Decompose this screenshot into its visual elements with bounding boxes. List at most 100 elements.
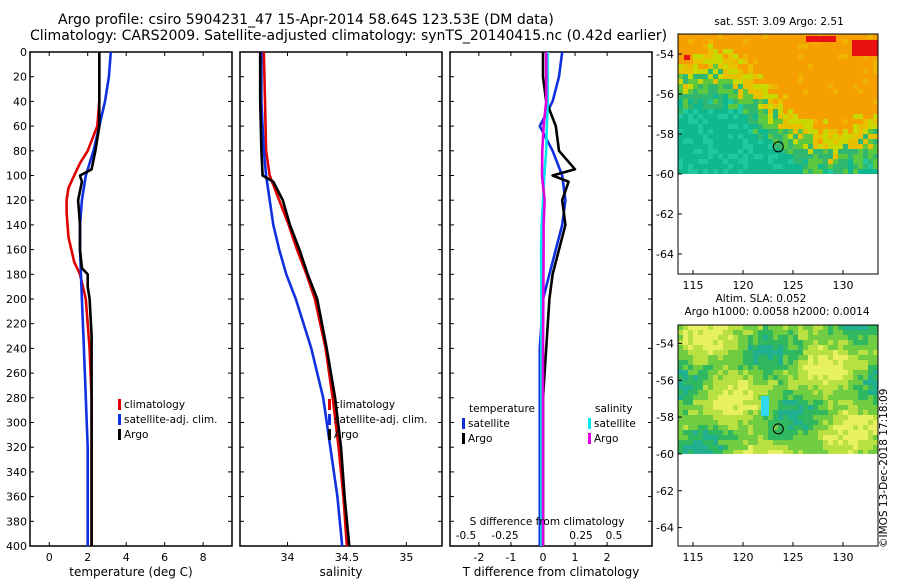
heatmap-cell <box>778 420 784 426</box>
heatmap-cell <box>768 119 774 125</box>
heatmap-cell <box>728 134 734 140</box>
heatmap-cell <box>753 370 759 376</box>
heatmap-cell <box>793 114 799 120</box>
heatmap-cell <box>838 450 844 455</box>
heatmap-cell <box>833 355 839 361</box>
heatmap-cell <box>783 109 789 115</box>
heatmap-cell <box>728 345 734 351</box>
heatmap-cell <box>873 440 879 446</box>
heatmap-cell <box>728 380 734 386</box>
heatmap-cell <box>808 149 814 155</box>
heatmap-cell <box>728 79 734 85</box>
heatmap-cell <box>863 79 869 85</box>
heatmap-cell <box>843 385 849 391</box>
heatmap-cell <box>838 59 844 65</box>
heatmap-cell <box>768 340 774 346</box>
heatmap-cell <box>818 335 824 341</box>
heatmap-cell <box>788 89 794 95</box>
heatmap-cell <box>703 69 709 75</box>
heatmap-cell <box>768 149 774 155</box>
x2-tick-label: -0.25 <box>491 530 518 542</box>
x-tick-label: -2 <box>473 551 484 564</box>
heatmap-cell <box>828 415 834 421</box>
heatmap-cell <box>738 405 744 411</box>
heatmap-cell <box>748 360 754 366</box>
heatmap-cell <box>803 64 809 70</box>
heatmap-cell <box>688 99 694 105</box>
heatmap-cell <box>783 345 789 351</box>
heatmap-cell <box>803 114 809 120</box>
heatmap-cell <box>788 149 794 155</box>
heatmap-cell <box>703 159 709 165</box>
heatmap-cell <box>773 330 779 336</box>
heatmap-cell <box>818 144 824 150</box>
heatmap-cell <box>823 415 829 421</box>
heatmap-cell <box>863 154 869 160</box>
heatmap-cell <box>813 345 819 351</box>
heatmap-cell <box>723 169 729 175</box>
heatmap-cell <box>838 330 844 336</box>
heatmap-cell <box>743 129 749 135</box>
heatmap-cell <box>783 49 789 55</box>
heatmap-cell <box>793 99 799 105</box>
heatmap-cell <box>798 345 804 351</box>
heatmap-cell <box>743 425 749 431</box>
heatmap-cell <box>863 350 869 356</box>
heatmap-cell <box>698 380 704 386</box>
heatmap-cell <box>718 380 724 386</box>
heatmap-cell <box>773 325 779 331</box>
heatmap-cell <box>808 114 814 120</box>
heatmap-cell <box>833 154 839 160</box>
heatmap-cell <box>783 44 789 50</box>
heatmap-cell <box>798 64 804 70</box>
heatmap-cell <box>728 390 734 396</box>
heatmap-cell <box>823 410 829 416</box>
heatmap-cell <box>853 345 859 351</box>
y-tick-label: 220 <box>6 318 27 331</box>
heatmap-cell <box>733 39 739 45</box>
heatmap-cell <box>733 89 739 95</box>
heatmap-cell <box>678 360 684 366</box>
heatmap-cell <box>748 350 754 356</box>
heatmap-cell <box>848 114 854 120</box>
heatmap-cell <box>838 44 844 50</box>
heatmap-cell <box>813 104 819 110</box>
heatmap-cell <box>868 385 874 391</box>
heatmap-cell <box>733 169 739 175</box>
heatmap-cell <box>738 94 744 100</box>
heatmap-cell <box>873 144 879 150</box>
heatmap-cell <box>828 119 834 125</box>
heatmap-cell <box>853 99 859 105</box>
heatmap-cell <box>808 330 814 336</box>
heatmap-cell <box>683 44 689 50</box>
heatmap-cell <box>773 104 779 110</box>
heatmap-cell <box>713 64 719 70</box>
heatmap-cell <box>868 405 874 411</box>
heatmap-cell <box>828 84 834 90</box>
heatmap-cell <box>798 390 804 396</box>
heatmap-cell <box>683 445 689 451</box>
heatmap-cell <box>853 139 859 145</box>
heatmap-cell <box>853 420 859 426</box>
heatmap-cell <box>683 335 689 341</box>
heatmap-cell <box>703 355 709 361</box>
heatmap-cell <box>753 410 759 416</box>
heatmap-cell <box>798 335 804 341</box>
heatmap-cell <box>783 420 789 426</box>
heatmap-cell <box>698 330 704 336</box>
heatmap-cell <box>693 84 699 90</box>
heatmap-cell <box>763 74 769 80</box>
heatmap-cell <box>808 340 814 346</box>
heatmap-cell <box>703 445 709 451</box>
heatmap-cell <box>833 49 839 55</box>
heatmap-cell <box>788 340 794 346</box>
heatmap-cell <box>838 440 844 446</box>
heatmap-cell <box>713 390 719 396</box>
heatmap-cell <box>718 415 724 421</box>
heatmap-cell <box>683 390 689 396</box>
heatmap-cell <box>733 124 739 130</box>
heatmap-cell <box>753 450 759 455</box>
heatmap-cell <box>803 94 809 100</box>
heatmap-cell <box>743 124 749 130</box>
heatmap-cell <box>728 420 734 426</box>
